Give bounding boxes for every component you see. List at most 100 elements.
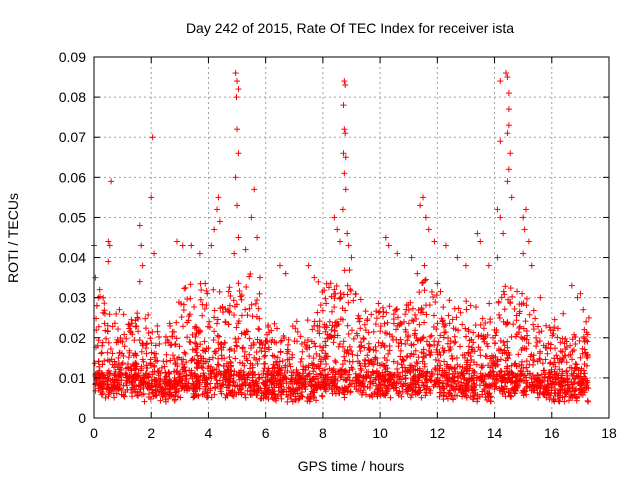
data-point bbox=[142, 370, 149, 377]
data-point bbox=[505, 122, 512, 129]
data-point bbox=[326, 384, 333, 391]
data-point bbox=[99, 383, 106, 390]
data-point bbox=[175, 378, 182, 385]
data-point bbox=[329, 380, 336, 387]
data-point bbox=[322, 372, 329, 379]
data-point bbox=[207, 387, 214, 394]
grid-lines bbox=[94, 57, 609, 418]
data-point bbox=[368, 311, 375, 318]
data-point bbox=[484, 343, 491, 350]
data-point bbox=[504, 178, 511, 185]
data-point bbox=[505, 106, 512, 113]
data-point bbox=[323, 324, 330, 331]
data-point bbox=[121, 343, 128, 350]
data-point bbox=[472, 303, 479, 310]
data-point bbox=[225, 377, 232, 384]
data-point bbox=[543, 322, 550, 329]
data-point bbox=[306, 353, 313, 360]
data-point bbox=[467, 362, 474, 369]
data-point bbox=[134, 392, 141, 399]
data-point bbox=[293, 370, 300, 377]
data-point bbox=[474, 230, 481, 237]
data-point bbox=[357, 347, 364, 354]
data-point bbox=[546, 360, 553, 367]
data-point bbox=[156, 333, 163, 340]
data-point bbox=[331, 323, 338, 330]
data-point bbox=[399, 356, 406, 363]
data-point bbox=[347, 286, 354, 293]
data-point bbox=[581, 338, 588, 345]
data-point bbox=[111, 320, 118, 327]
data-point bbox=[187, 281, 194, 288]
data-point bbox=[228, 368, 235, 375]
data-point bbox=[208, 371, 215, 378]
data-point bbox=[292, 397, 299, 404]
data-point bbox=[189, 331, 196, 338]
data-point bbox=[551, 345, 558, 352]
data-point bbox=[203, 374, 210, 381]
data-point bbox=[215, 361, 222, 368]
data-point bbox=[181, 285, 188, 292]
data-point bbox=[347, 287, 354, 294]
data-point bbox=[191, 325, 198, 332]
data-point bbox=[345, 299, 352, 306]
data-point bbox=[304, 337, 311, 344]
data-point bbox=[218, 390, 225, 397]
data-point bbox=[229, 378, 236, 385]
data-point bbox=[398, 320, 405, 327]
data-point bbox=[477, 352, 484, 359]
data-point bbox=[264, 331, 271, 338]
data-point bbox=[523, 345, 530, 352]
data-point bbox=[520, 214, 527, 221]
data-point bbox=[285, 341, 292, 348]
data-point bbox=[254, 297, 261, 304]
data-point bbox=[528, 262, 535, 269]
data-point bbox=[442, 242, 449, 249]
data-point bbox=[232, 335, 239, 342]
data-point bbox=[322, 388, 329, 395]
data-point bbox=[187, 384, 194, 391]
data-point bbox=[305, 371, 312, 378]
data-point bbox=[129, 320, 136, 327]
data-point bbox=[520, 250, 527, 257]
data-point bbox=[227, 358, 234, 365]
data-point bbox=[358, 367, 365, 374]
data-point bbox=[244, 376, 251, 383]
data-point bbox=[381, 320, 388, 327]
data-point bbox=[317, 302, 324, 309]
data-point bbox=[310, 368, 317, 375]
data-point bbox=[414, 270, 421, 277]
data-point bbox=[362, 308, 369, 315]
data-point bbox=[109, 323, 116, 330]
data-point bbox=[496, 314, 503, 321]
data-point bbox=[322, 295, 329, 302]
data-point bbox=[248, 384, 255, 391]
data-point bbox=[188, 242, 195, 249]
data-point bbox=[250, 383, 257, 390]
data-point bbox=[422, 214, 429, 221]
data-point bbox=[346, 377, 353, 384]
data-point bbox=[463, 333, 470, 340]
data-point bbox=[341, 170, 348, 177]
data-point bbox=[485, 262, 492, 269]
data-point bbox=[507, 285, 514, 292]
data-point bbox=[212, 384, 219, 391]
data-point bbox=[128, 316, 135, 323]
data-point bbox=[281, 369, 288, 376]
data-point bbox=[204, 290, 211, 297]
data-point bbox=[317, 361, 324, 368]
data-point bbox=[148, 194, 155, 201]
data-point bbox=[574, 294, 581, 301]
data-point bbox=[170, 352, 177, 359]
data-point bbox=[135, 316, 142, 323]
data-point bbox=[143, 350, 150, 357]
data-point bbox=[242, 246, 249, 253]
data-point bbox=[339, 361, 346, 368]
data-point bbox=[421, 287, 428, 294]
data-point bbox=[122, 379, 129, 386]
data-point bbox=[257, 385, 264, 392]
data-point bbox=[440, 304, 447, 311]
data-point bbox=[346, 267, 353, 274]
data-point bbox=[211, 307, 218, 314]
data-point bbox=[402, 311, 409, 318]
